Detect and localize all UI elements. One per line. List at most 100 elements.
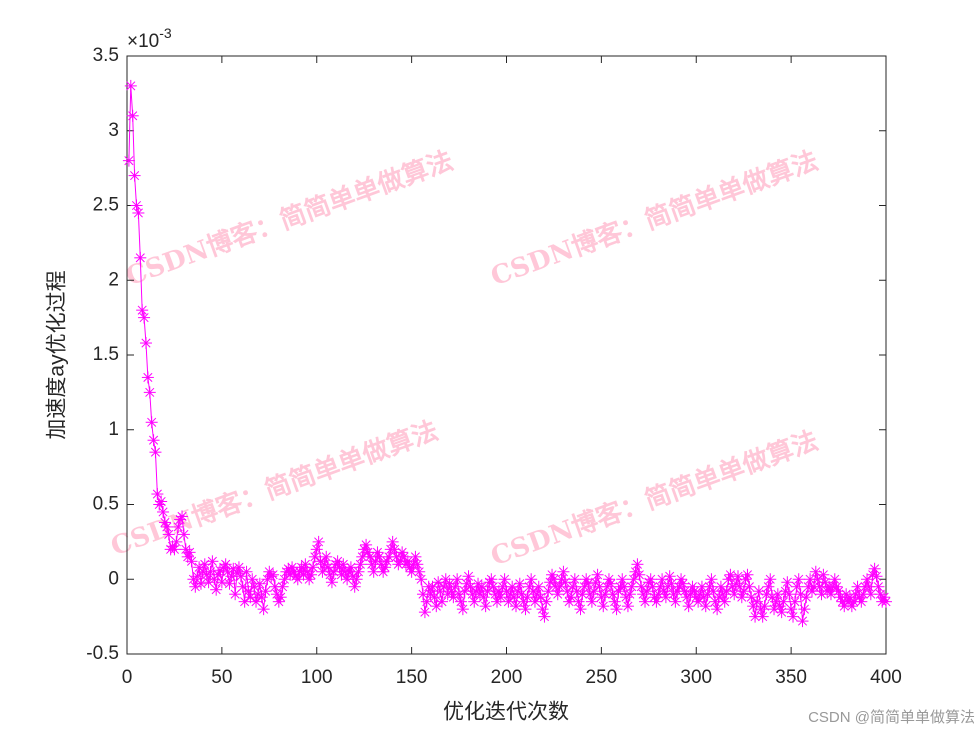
- marker-stroke: [862, 574, 872, 584]
- marker-stroke: [725, 570, 735, 580]
- marker-stroke: [177, 511, 187, 522]
- marker-stroke: [606, 579, 616, 589]
- marker: [344, 561, 357, 574]
- marker-stroke: [274, 597, 284, 607]
- marker: [138, 311, 151, 324]
- marker-stroke: [815, 582, 825, 592]
- marker: [396, 546, 409, 559]
- marker: [413, 565, 426, 578]
- marker-stroke: [338, 559, 348, 569]
- marker-stroke: [327, 577, 337, 587]
- marker-stroke: [141, 338, 151, 348]
- marker: [320, 550, 333, 563]
- marker-stroke: [731, 579, 741, 589]
- x-tick-label: 400: [870, 667, 902, 688]
- marker: [215, 576, 228, 589]
- marker-stroke: [513, 586, 523, 596]
- marker-stroke: [205, 567, 216, 577]
- marker: [310, 543, 323, 556]
- marker: [386, 535, 399, 548]
- marker-stroke: [807, 586, 817, 596]
- marker-stroke: [137, 305, 147, 315]
- marker-stroke: [693, 597, 703, 607]
- marker-stroke: [173, 522, 183, 532]
- marker-stroke: [556, 574, 567, 584]
- marker: [639, 595, 652, 608]
- marker-stroke: [610, 597, 620, 607]
- marker-stroke: [221, 559, 231, 569]
- marker-stroke: [834, 586, 844, 596]
- y-exponent-power: -3: [159, 25, 172, 41]
- marker: [845, 600, 858, 613]
- marker: [538, 610, 551, 623]
- marker-stroke: [511, 601, 521, 611]
- marker-stroke: [634, 570, 644, 580]
- marker-stroke: [780, 586, 790, 596]
- marker: [126, 109, 139, 122]
- marker-stroke: [553, 589, 563, 599]
- marker: [308, 550, 321, 563]
- marker-stroke: [875, 589, 885, 599]
- marker: [669, 595, 682, 608]
- marker: [350, 573, 363, 586]
- marker-stroke: [306, 570, 316, 580]
- marker-stroke: [536, 592, 546, 602]
- marker-stroke: [765, 574, 775, 584]
- marker: [145, 416, 158, 429]
- marker: [246, 573, 259, 586]
- marker-stroke: [162, 522, 172, 532]
- marker-stroke: [706, 574, 716, 584]
- y-tick-label: 3: [108, 120, 119, 141]
- marker-stroke: [477, 582, 487, 592]
- x-tick-label: 150: [396, 667, 428, 688]
- marker: [616, 573, 629, 586]
- marker-stroke: [272, 589, 282, 599]
- marker: [542, 585, 555, 598]
- marker-stroke: [251, 597, 261, 607]
- marker-stroke: [716, 582, 726, 592]
- marker: [122, 154, 135, 167]
- marker: [162, 528, 175, 541]
- marker-stroke: [259, 604, 269, 614]
- marker: [223, 577, 236, 590]
- marker: [462, 570, 475, 583]
- marker: [128, 169, 141, 182]
- marker: [176, 510, 189, 523]
- marker-stroke: [849, 597, 859, 607]
- marker-stroke: [482, 586, 493, 596]
- marker-stroke: [515, 579, 525, 589]
- marker-stroke: [813, 574, 823, 584]
- marker-stroke: [410, 552, 420, 562]
- marker-stroke: [243, 586, 253, 596]
- marker: [172, 520, 185, 533]
- marker-stroke: [598, 601, 608, 611]
- marker-stroke: [555, 582, 565, 592]
- marker-stroke: [460, 586, 470, 596]
- marker: [711, 603, 724, 616]
- marker-stroke: [782, 577, 792, 587]
- marker-stroke: [403, 556, 413, 566]
- y-tick-label: -0.5: [86, 643, 119, 664]
- marker-stroke: [744, 582, 754, 592]
- marker-stroke: [858, 589, 868, 599]
- marker-stroke: [359, 544, 369, 554]
- marker-stroke: [811, 567, 821, 577]
- marker: [267, 568, 280, 581]
- marker-stroke: [870, 564, 880, 574]
- marker-stroke: [126, 81, 136, 91]
- marker: [597, 600, 610, 613]
- marker-stroke: [321, 552, 331, 562]
- marker-stroke: [458, 604, 468, 614]
- marker: [855, 595, 868, 608]
- marker: [149, 446, 162, 459]
- x-tick-label: 0: [122, 667, 133, 688]
- marker-stroke: [357, 552, 367, 562]
- marker-stroke: [179, 529, 189, 539]
- marker-stroke: [562, 586, 572, 596]
- marker-stroke: [287, 562, 297, 572]
- marker-stroke: [574, 597, 584, 607]
- marker: [272, 595, 285, 608]
- marker-stroke: [572, 586, 582, 596]
- marker: [633, 568, 646, 581]
- marker: [305, 568, 318, 581]
